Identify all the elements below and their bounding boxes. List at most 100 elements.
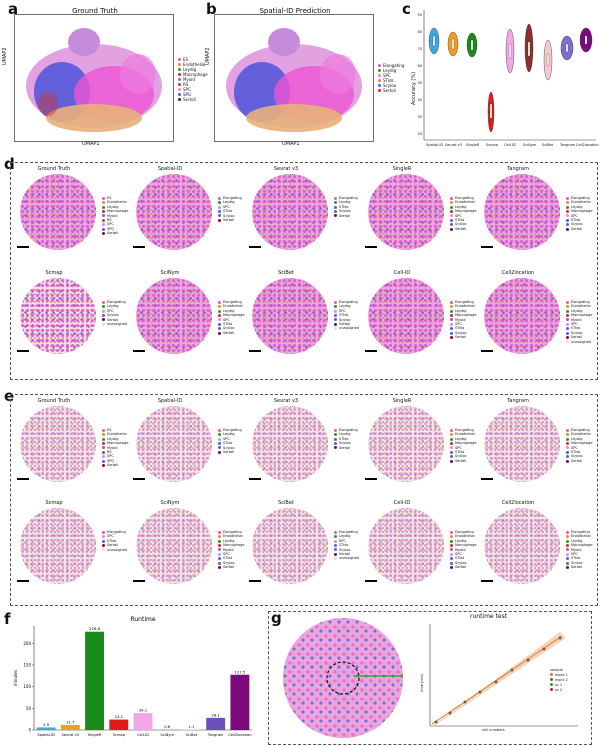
legend-label: RS [107, 218, 112, 223]
tissue-section [20, 508, 96, 584]
legend-swatch [218, 450, 221, 454]
panel-a-label: a [8, 0, 19, 18]
ytick-label: 70 [417, 47, 422, 51]
panel-d-frame [10, 162, 598, 380]
legend-label: mock 2 [555, 677, 568, 682]
legend-item: Sertoli [450, 335, 477, 339]
legend-swatch [566, 300, 569, 304]
legend-swatch [450, 428, 453, 432]
legend-label: Scyloo [223, 326, 235, 331]
tissue-tile: Scmap Elongating SPC STids Sertoli unassigned [14, 500, 130, 602]
xtick-label: Cell2location [576, 143, 599, 147]
tile-title: SingleR [392, 398, 412, 404]
legend-swatch [378, 79, 381, 82]
panel-a-title: Ground Truth [72, 7, 118, 15]
legend-item: unassigned [334, 556, 359, 560]
legend-item: Scyloo [102, 313, 127, 317]
tissue-tile: Tangram Elongating Endothelial Leydig Macrop… [478, 166, 594, 270]
legend-label: sc 1 [555, 682, 563, 687]
scale-bar [17, 478, 29, 480]
ytick-label: 20 [417, 132, 422, 136]
legend-item: SPC [218, 205, 242, 209]
legend-item: Macrophage [102, 441, 129, 445]
legend-item: Leydig [178, 67, 208, 72]
y-axis-label: minutes [13, 670, 18, 686]
legend-swatch [566, 309, 569, 313]
legend-item: ES [102, 428, 129, 432]
legend-swatch [218, 327, 221, 331]
tissue-tile: Cell2location Elongating Endothelial Leydig… [478, 500, 594, 602]
legend-swatch [334, 548, 337, 552]
legend-item: Endothelial [450, 304, 477, 308]
legend-item: RS [178, 82, 208, 87]
legend-label: Leydig [107, 304, 119, 309]
panel-d-label: d [4, 155, 15, 173]
legend-swatch [566, 305, 569, 309]
legend-swatch [566, 437, 569, 441]
legend-label: Myoid [223, 547, 234, 552]
x-tick-label: Cell2location [228, 733, 251, 737]
legend-item: Myoid [218, 548, 245, 552]
legend-item: sc 1 [550, 682, 568, 687]
legend-label: Elongating [107, 300, 126, 304]
legend-swatch [218, 305, 221, 309]
legend-label: Scyloo [339, 209, 351, 214]
legend-label: Leydig [339, 200, 351, 205]
tile-title: Scmap [45, 270, 63, 276]
legend-label: Sertoli [339, 552, 351, 557]
legend-swatch [102, 223, 105, 227]
y-tick-label: 0 [28, 728, 31, 733]
legend-item: SPC [566, 214, 593, 218]
tile-legend: Elongating Endothelial Leydig Macrophage Myo… [450, 300, 477, 340]
legend-swatch [334, 196, 337, 200]
panel-b-legend: Elongating Leydig SPC STids Scyloo Serto… [378, 63, 404, 93]
legend-label: Sertoli [107, 463, 119, 468]
accuracy-violin-plot [423, 10, 596, 141]
legend-swatch [334, 535, 337, 539]
legend-swatch [566, 313, 569, 317]
legend-swatch [102, 441, 105, 445]
ytick-label: 90 [417, 13, 422, 17]
xtick-label: SingleR [466, 143, 480, 147]
legend-item: Sertoli [102, 318, 127, 322]
legend-swatch [334, 313, 337, 317]
legend-item: Leydig [566, 437, 593, 441]
legend-item: Sertoli [450, 227, 477, 231]
legend-label: Leydig [571, 204, 583, 209]
x-tick-label: Tangram [207, 733, 224, 737]
legend-label: Sertoli [455, 335, 467, 340]
legend-swatch [178, 68, 181, 71]
legend-item: Sertoli [218, 331, 245, 335]
legend-item: SPC [334, 309, 359, 313]
legend-swatch [102, 548, 105, 552]
legend-swatch [450, 535, 453, 539]
legend-swatch [102, 428, 105, 432]
legend-item: Myoid [450, 318, 477, 322]
legend-item: Endothelial [218, 534, 245, 538]
runtime-bar-chart: Runtime 0 50 100 150 200 minutes 5.9 Spatial-ID 1… [13, 616, 252, 737]
legend-item: SPC [334, 539, 359, 543]
bar-value-label: 226.8 [89, 626, 100, 631]
xtick-label: SciBet [542, 143, 554, 147]
legend-swatch [566, 557, 569, 561]
legend-swatch [450, 322, 453, 326]
legend-label: STids [455, 326, 465, 331]
legend-item: Macrophage [450, 543, 477, 547]
legend-label: Sertoli [183, 97, 196, 102]
legend-item: Elongating [450, 196, 477, 200]
legend-swatch [334, 428, 337, 432]
panel-b-xlabel: UMAP1 [282, 141, 300, 147]
ytick-label: 30 [417, 115, 422, 119]
legend-label: STids [571, 556, 581, 561]
tile-legend: Elongating Leydig SPC STids Scyloo Sertoli una… [334, 530, 359, 561]
umap-spatial-id [214, 14, 374, 142]
legend-label: Sertoli [455, 226, 467, 231]
legend-swatch [566, 331, 569, 335]
legend-label: STids [571, 218, 581, 223]
legend-swatch [102, 196, 105, 200]
tissue-tile: Tangram Elongating Endothelial Leydig Macrop… [478, 398, 594, 500]
legend-item: Sertoli [334, 552, 359, 556]
legend-item: Endothelial [218, 304, 245, 308]
legend-label: Elongating [571, 530, 590, 534]
legend-item: STids [566, 218, 593, 222]
